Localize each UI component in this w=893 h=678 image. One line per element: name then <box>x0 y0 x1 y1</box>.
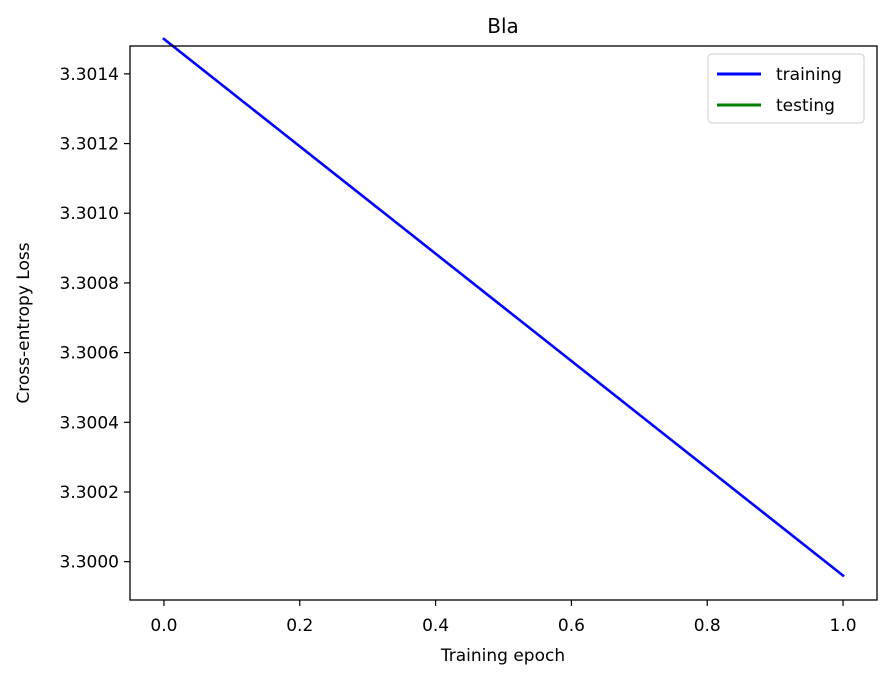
x-tick-label: 0.4 <box>422 616 449 636</box>
series-line-training <box>162 37 845 578</box>
y-axis-label: Cross-entropy Loss <box>14 242 34 403</box>
y-tick-label: 3.3002 <box>60 483 119 503</box>
x-tick-label: 0.6 <box>558 616 585 636</box>
y-tick-label: 3.3012 <box>60 135 119 155</box>
y-tick-label: 3.3008 <box>60 274 119 294</box>
chart-title: Bla <box>487 14 519 38</box>
y-tick-label: 3.3014 <box>60 65 119 85</box>
plot-lines <box>162 37 845 578</box>
y-tick-label: 3.3004 <box>60 413 119 433</box>
y-tick-label: 3.3006 <box>60 344 119 364</box>
x-tick-label: 1.0 <box>830 616 857 636</box>
legend-label-testing: testing <box>776 96 835 116</box>
y-tick-label: 3.3000 <box>60 553 119 573</box>
x-axis-label: Training epoch <box>440 646 565 666</box>
x-tick-label: 0.0 <box>150 616 177 636</box>
legend: training testing <box>707 53 865 124</box>
y-axis: 3.3000 3.3002 3.3004 3.3006 3.3008 3.3010 3.30… <box>60 65 130 573</box>
plot-frame <box>129 45 878 601</box>
x-axis: 0.0 0.2 0.4 0.6 0.8 1.0 <box>150 600 857 636</box>
x-tick-label: 0.2 <box>286 616 313 636</box>
y-tick-label: 3.3010 <box>60 204 119 224</box>
x-tick-label: 0.8 <box>694 616 721 636</box>
legend-label-training: training <box>776 65 842 85</box>
